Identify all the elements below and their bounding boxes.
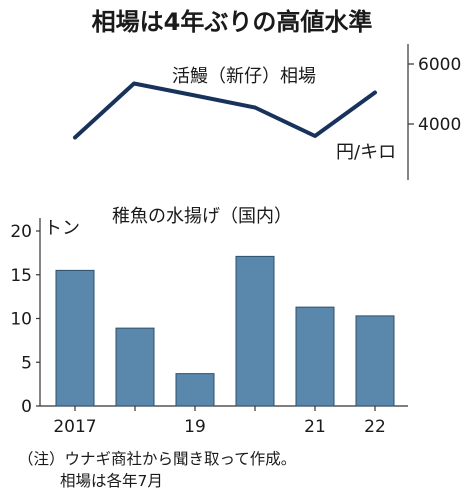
price-title: 活鰻（新仔）相場 xyxy=(172,66,316,87)
catch-bar-2019 xyxy=(175,373,215,407)
price-y-tick-label: 4000 xyxy=(418,115,461,135)
price-line-chart: 活鰻（新仔）相場 円/キロ 4000 6000 xyxy=(73,44,461,180)
catch-bar-2018 xyxy=(115,327,155,407)
catch-x-tick-label: 21 xyxy=(304,417,326,437)
catch-x-tick-label: 22 xyxy=(364,417,386,437)
catch-y-tick-label: 20 xyxy=(10,222,32,242)
price-unit: 円/キロ xyxy=(336,142,396,163)
catch-bar-2021 xyxy=(295,306,335,407)
catch-bar-2017 xyxy=(55,269,95,407)
catch-y-tick-label: 5 xyxy=(21,353,32,373)
catch-bar-chart: 稚魚の水揚げ（国内） トン 0 5 10 15 20 2017 19 21 22 xyxy=(10,206,408,437)
catch-title: 稚魚の水揚げ（国内） xyxy=(112,206,292,227)
source-note: （注）ウナギ商社から聞き取って作成。 xyxy=(18,450,297,468)
catch-y-tick-label: 10 xyxy=(10,310,32,330)
catch-bar-2020 xyxy=(235,255,275,407)
catch-unit: トン xyxy=(44,218,80,239)
date-note: 相場は各年7月 xyxy=(60,472,163,490)
headline: 相場は4年ぶりの高値水準 xyxy=(92,8,373,36)
catch-x-tick-label: 2017 xyxy=(53,417,96,437)
catch-x-tick-label: 19 xyxy=(184,417,206,437)
price-y-tick-label: 6000 xyxy=(418,55,461,75)
catch-y-tick-label: 15 xyxy=(10,266,32,286)
catch-y-tick-label: 0 xyxy=(21,397,32,417)
catch-bar-2022 xyxy=(355,315,395,407)
price-series-line xyxy=(73,81,377,140)
